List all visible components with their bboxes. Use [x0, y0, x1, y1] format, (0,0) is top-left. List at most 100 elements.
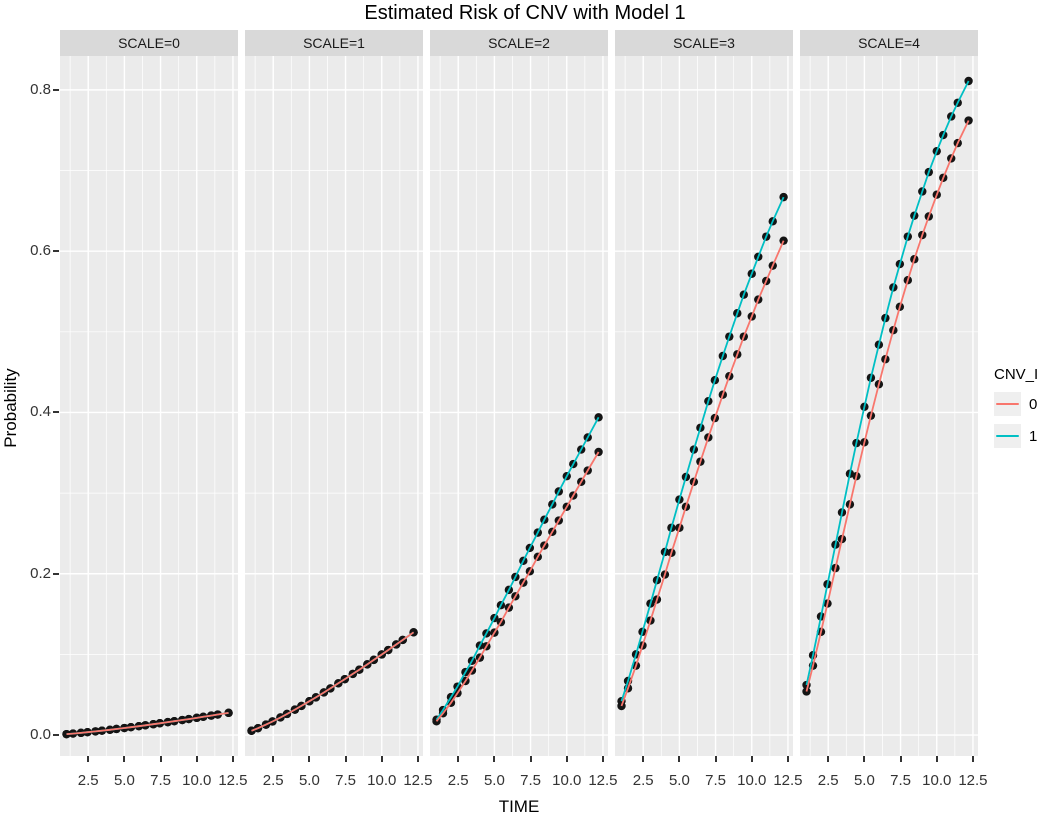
- x-tick-mark: [565, 756, 568, 762]
- x-tick-label: 5.0: [853, 772, 875, 789]
- y-tick-mark: [53, 250, 59, 253]
- facet-strip-label: SCALE=4: [858, 35, 920, 51]
- series-line-cnv-0: [66, 712, 229, 735]
- series-line-cnv-0: [805, 120, 970, 692]
- facet-strip: SCALE=1: [245, 30, 423, 56]
- legend-key-swatch: [994, 392, 1021, 416]
- x-tick-mark: [827, 756, 830, 762]
- x-tick-mark: [159, 756, 162, 762]
- x-tick-mark: [272, 756, 275, 762]
- x-tick-label: 12.5: [218, 772, 248, 789]
- legend-entry-label: 0: [1029, 395, 1038, 413]
- x-tick-mark: [750, 756, 753, 762]
- x-tick-mark: [231, 756, 234, 762]
- panel-background: [800, 56, 978, 756]
- x-tick-label: 5.0: [298, 772, 320, 789]
- series-line-cnv-1: [805, 80, 970, 686]
- x-tick-label: 12.5: [588, 772, 618, 789]
- facet-strip: SCALE=2: [430, 30, 608, 56]
- x-tick-label: 12.5: [773, 772, 803, 789]
- x-tick-label: 2.5: [632, 772, 654, 789]
- panel-background: [430, 56, 608, 756]
- x-tick-mark: [87, 756, 90, 762]
- legend-key-swatch: [994, 424, 1021, 448]
- x-tick-label: 10.0: [367, 772, 397, 789]
- panel-background: [60, 56, 238, 756]
- facet-strip-label: SCALE=0: [118, 35, 180, 51]
- x-axis-title: TIME: [498, 797, 540, 816]
- facet-panel: [60, 56, 238, 756]
- facet-panel: [800, 56, 978, 756]
- y-tick-label: 0.4: [30, 403, 51, 421]
- legend-title: CNV_I: [994, 366, 1039, 383]
- legend-entry-label: 1: [1029, 427, 1038, 445]
- x-tick-mark: [786, 756, 789, 762]
- panel-background: [615, 56, 793, 756]
- x-tick-mark: [899, 756, 902, 762]
- x-tick-label: 10.0: [737, 772, 767, 789]
- x-tick-label: 2.5: [77, 772, 99, 789]
- x-tick-label: 7.5: [890, 772, 911, 789]
- facet-strip: SCALE=3: [615, 30, 793, 56]
- x-tick-label: 2.5: [447, 772, 469, 789]
- x-tick-mark: [863, 756, 866, 762]
- facet-panel: [615, 56, 793, 756]
- facet-strip-label: SCALE=2: [488, 35, 550, 51]
- y-tick-mark: [53, 88, 59, 91]
- facet-panel: [245, 56, 423, 756]
- x-tick-label: 12.5: [403, 772, 433, 789]
- x-tick-label: 5.0: [113, 772, 135, 789]
- data-point: [594, 447, 603, 457]
- facet-strip-label: SCALE=3: [673, 35, 735, 51]
- x-tick-label: 5.0: [483, 772, 505, 789]
- y-tick-label: 0.6: [30, 242, 51, 260]
- legend-entry: 1: [994, 424, 1038, 448]
- x-tick-mark: [493, 756, 496, 762]
- x-tick-mark: [457, 756, 460, 762]
- x-tick-mark: [529, 756, 532, 762]
- series-line-cnv-0: [620, 240, 785, 707]
- legend-line-icon: [996, 403, 1019, 406]
- x-tick-label: 7.5: [150, 772, 171, 789]
- y-tick-mark: [53, 734, 59, 737]
- x-tick-mark: [195, 756, 198, 762]
- series-line-cnv-0: [435, 451, 600, 722]
- data-point: [779, 236, 788, 245]
- x-tick-mark: [642, 756, 645, 762]
- x-tick-mark: [971, 756, 974, 762]
- legend-entry: 0: [994, 392, 1038, 416]
- x-tick-mark: [935, 756, 938, 762]
- panel-background: [245, 56, 423, 756]
- x-tick-mark: [678, 756, 681, 762]
- y-tick-label: 0.2: [30, 564, 51, 582]
- x-tick-label: 7.5: [335, 772, 356, 789]
- x-tick-label: 7.5: [520, 772, 541, 789]
- data-point: [594, 413, 603, 422]
- y-tick-label: 0.8: [30, 80, 51, 98]
- y-axis-title: Probability: [1, 368, 20, 448]
- x-tick-label: 2.5: [817, 772, 839, 789]
- x-tick-mark: [123, 756, 126, 762]
- x-tick-mark: [380, 756, 383, 762]
- y-tick-mark: [53, 572, 59, 575]
- series-line-cnv-1: [620, 196, 785, 702]
- x-tick-label: 2.5: [262, 772, 284, 789]
- series-line-cnv-0: [251, 631, 415, 732]
- facet-strip: SCALE=4: [800, 30, 978, 56]
- x-tick-mark: [344, 756, 347, 762]
- y-tick-label: 0.0: [30, 726, 51, 744]
- legend-line-icon: [996, 435, 1019, 438]
- data-point: [224, 708, 233, 718]
- x-tick-mark: [416, 756, 419, 762]
- x-tick-mark: [601, 756, 604, 762]
- x-tick-label: 10.0: [922, 772, 952, 789]
- chart-title: Estimated Risk of CNV with Model 1: [364, 2, 686, 24]
- x-tick-label: 10.0: [552, 772, 582, 789]
- facet-panel: [430, 56, 608, 756]
- x-tick-mark: [714, 756, 717, 762]
- legend: CNV_I 0 1: [994, 366, 1038, 456]
- facet-strip: SCALE=0: [60, 30, 238, 56]
- x-tick-label: 10.0: [182, 772, 212, 789]
- x-tick-label: 12.5: [958, 772, 988, 789]
